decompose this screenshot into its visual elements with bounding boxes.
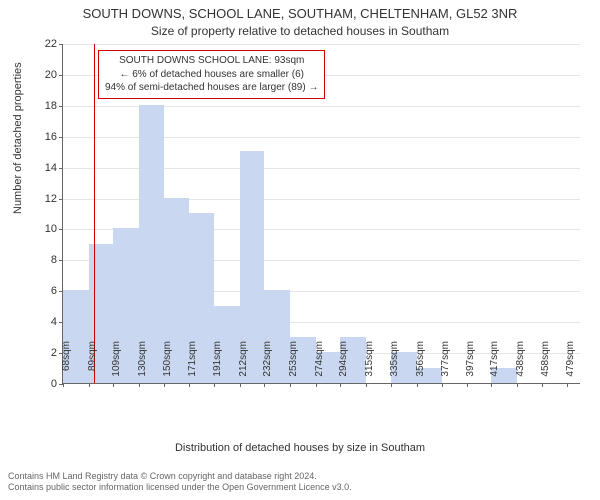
y-tick-label: 14 bbox=[45, 162, 63, 174]
x-tick-label: 315sqm bbox=[364, 341, 375, 389]
x-tick-label: 150sqm bbox=[162, 341, 173, 389]
gridline bbox=[63, 44, 580, 45]
annotation-line-3: 94% of semi-detached houses are larger (… bbox=[105, 81, 318, 95]
footer-line-2: Contains public sector information licen… bbox=[8, 482, 352, 494]
x-tick-label: 89sqm bbox=[87, 341, 98, 389]
x-tick-label: 109sqm bbox=[111, 341, 122, 389]
x-tick-label: 294sqm bbox=[338, 341, 349, 389]
x-tick-label: 417sqm bbox=[489, 341, 500, 389]
x-tick-label: 438sqm bbox=[515, 341, 526, 389]
y-tick-label: 10 bbox=[45, 223, 63, 235]
y-axis-label: Number of detached properties bbox=[12, 62, 24, 214]
annotation-line-1: SOUTH DOWNS SCHOOL LANE: 93sqm bbox=[105, 54, 318, 68]
reference-line bbox=[94, 44, 96, 383]
y-tick-label: 12 bbox=[45, 193, 63, 205]
x-tick-label: 171sqm bbox=[187, 341, 198, 389]
x-tick-label: 232sqm bbox=[262, 341, 273, 389]
x-tick-label: 335sqm bbox=[389, 341, 400, 389]
annotation-line-2: ← 6% of detached houses are smaller (6) bbox=[105, 68, 318, 82]
annotation-box: SOUTH DOWNS SCHOOL LANE: 93sqm ← 6% of d… bbox=[98, 50, 325, 99]
x-tick-label: 458sqm bbox=[540, 341, 551, 389]
title-sub: Size of property relative to detached ho… bbox=[0, 24, 600, 38]
footer-line-1: Contains HM Land Registry data © Crown c… bbox=[8, 471, 352, 483]
y-tick-label: 22 bbox=[45, 38, 63, 50]
x-tick-label: 212sqm bbox=[238, 341, 249, 389]
chart-wrap: SOUTH DOWNS, SCHOOL LANE, SOUTHAM, CHELT… bbox=[0, 0, 600, 500]
x-tick-label: 274sqm bbox=[314, 341, 325, 389]
x-tick-label: 377sqm bbox=[440, 341, 451, 389]
x-tick-label: 68sqm bbox=[61, 341, 72, 389]
y-tick-label: 16 bbox=[45, 131, 63, 143]
x-axis-label: Distribution of detached houses by size … bbox=[0, 442, 600, 454]
y-tick-label: 4 bbox=[51, 316, 63, 328]
footer: Contains HM Land Registry data © Crown c… bbox=[8, 471, 352, 494]
y-tick-label: 20 bbox=[45, 69, 63, 81]
x-tick-label: 191sqm bbox=[212, 341, 223, 389]
x-tick-label: 356sqm bbox=[415, 341, 426, 389]
title-main: SOUTH DOWNS, SCHOOL LANE, SOUTHAM, CHELT… bbox=[0, 6, 600, 21]
x-tick-label: 479sqm bbox=[565, 341, 576, 389]
x-tick-label: 397sqm bbox=[465, 341, 476, 389]
x-tick-label: 130sqm bbox=[137, 341, 148, 389]
y-tick-label: 8 bbox=[51, 254, 63, 266]
x-tick-label: 253sqm bbox=[288, 341, 299, 389]
y-tick-label: 18 bbox=[45, 100, 63, 112]
y-tick-label: 6 bbox=[51, 285, 63, 297]
